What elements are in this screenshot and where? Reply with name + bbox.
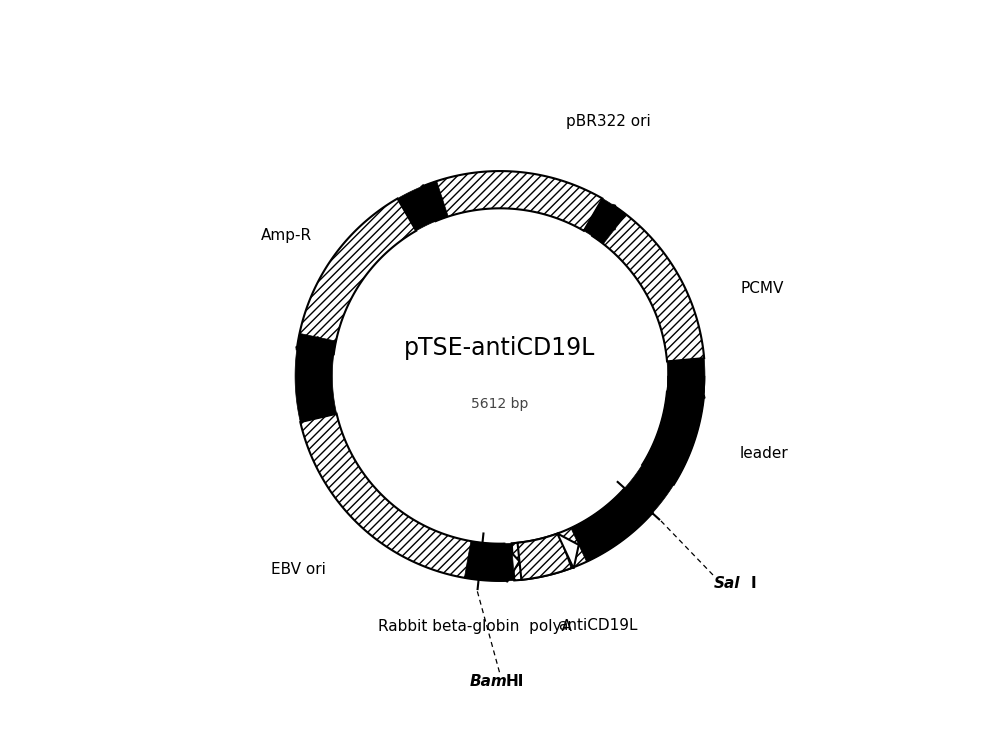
Text: 5612 bp: 5612 bp (471, 397, 529, 411)
Polygon shape (623, 490, 653, 514)
Text: Rabbit beta-globin  polyA: Rabbit beta-globin polyA (378, 619, 572, 634)
Polygon shape (667, 390, 705, 408)
Polygon shape (422, 171, 602, 231)
Polygon shape (512, 490, 651, 581)
Text: HI: HI (506, 674, 524, 689)
Text: Bam: Bam (470, 674, 507, 689)
Text: EBV ori: EBV ori (271, 562, 325, 578)
Polygon shape (584, 199, 626, 244)
Text: Amp-R: Amp-R (261, 228, 312, 243)
Polygon shape (518, 533, 572, 580)
Polygon shape (591, 205, 615, 235)
Polygon shape (464, 541, 514, 581)
Polygon shape (557, 533, 579, 569)
Polygon shape (300, 414, 505, 581)
Text: Sal: Sal (714, 576, 741, 591)
Polygon shape (665, 358, 705, 411)
Polygon shape (295, 333, 337, 422)
Polygon shape (503, 544, 519, 582)
Text: I: I (751, 576, 756, 591)
Text: leader: leader (739, 446, 788, 461)
Text: antiCD19L: antiCD19L (558, 618, 637, 633)
Polygon shape (423, 185, 442, 222)
Text: pBR322 ori: pBR322 ori (566, 114, 651, 129)
Text: pTSE-antiCD19L: pTSE-antiCD19L (404, 336, 596, 360)
Polygon shape (593, 205, 704, 362)
Polygon shape (571, 376, 705, 562)
Polygon shape (296, 337, 334, 356)
Text: PCMV: PCMV (741, 281, 784, 296)
Polygon shape (642, 392, 704, 484)
Polygon shape (297, 199, 416, 354)
Polygon shape (398, 181, 448, 231)
